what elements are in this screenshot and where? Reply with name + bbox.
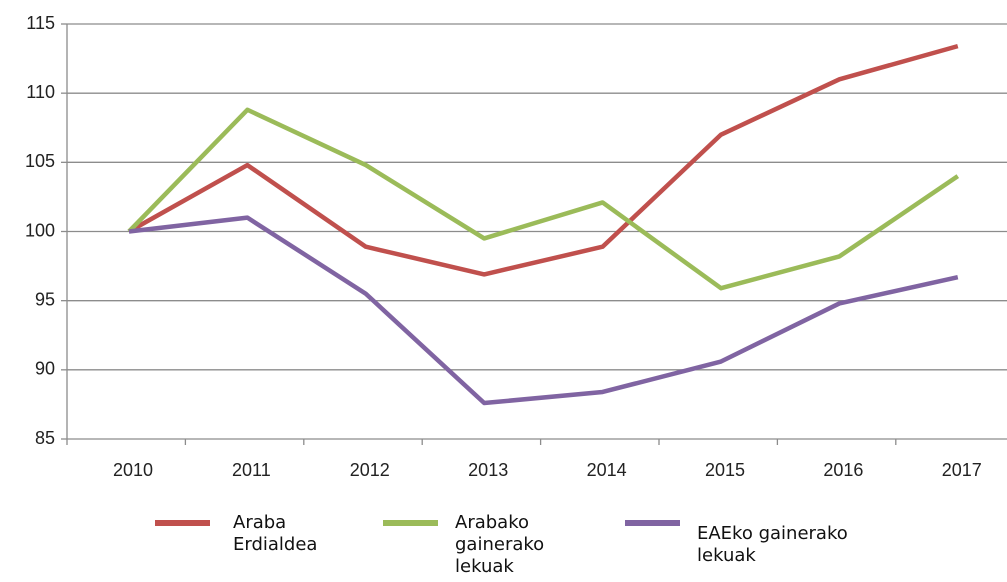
legend-label: Arabako gainerako lekuak [455,512,545,577]
x-tick-label: 2013 [468,460,508,480]
legend-label: EAEko gainerako lekuak [697,523,848,566]
x-tick-label: 2010 [113,460,153,480]
series-line [128,215,959,406]
y-tick-label: 105 [25,151,55,171]
series-line [127,43,959,277]
y-tick-label: 100 [25,220,55,240]
y-tick-label: 115 [26,13,55,33]
series-line [127,107,960,291]
x-tick-label: 2016 [823,460,863,480]
x-tick-label: 2014 [587,460,627,480]
x-tick-label: 2017 [942,460,982,480]
legend-label: Araba Erdialdea [233,512,318,555]
x-tick-label: 2015 [705,460,745,480]
y-tick-label: 90 [35,359,55,379]
y-tick-label: 110 [26,82,55,102]
x-tick-label: 2011 [232,460,271,480]
y-tick-label: 95 [35,289,55,309]
y-tick-label: 85 [35,428,55,448]
x-tick-label: 2012 [350,460,390,480]
